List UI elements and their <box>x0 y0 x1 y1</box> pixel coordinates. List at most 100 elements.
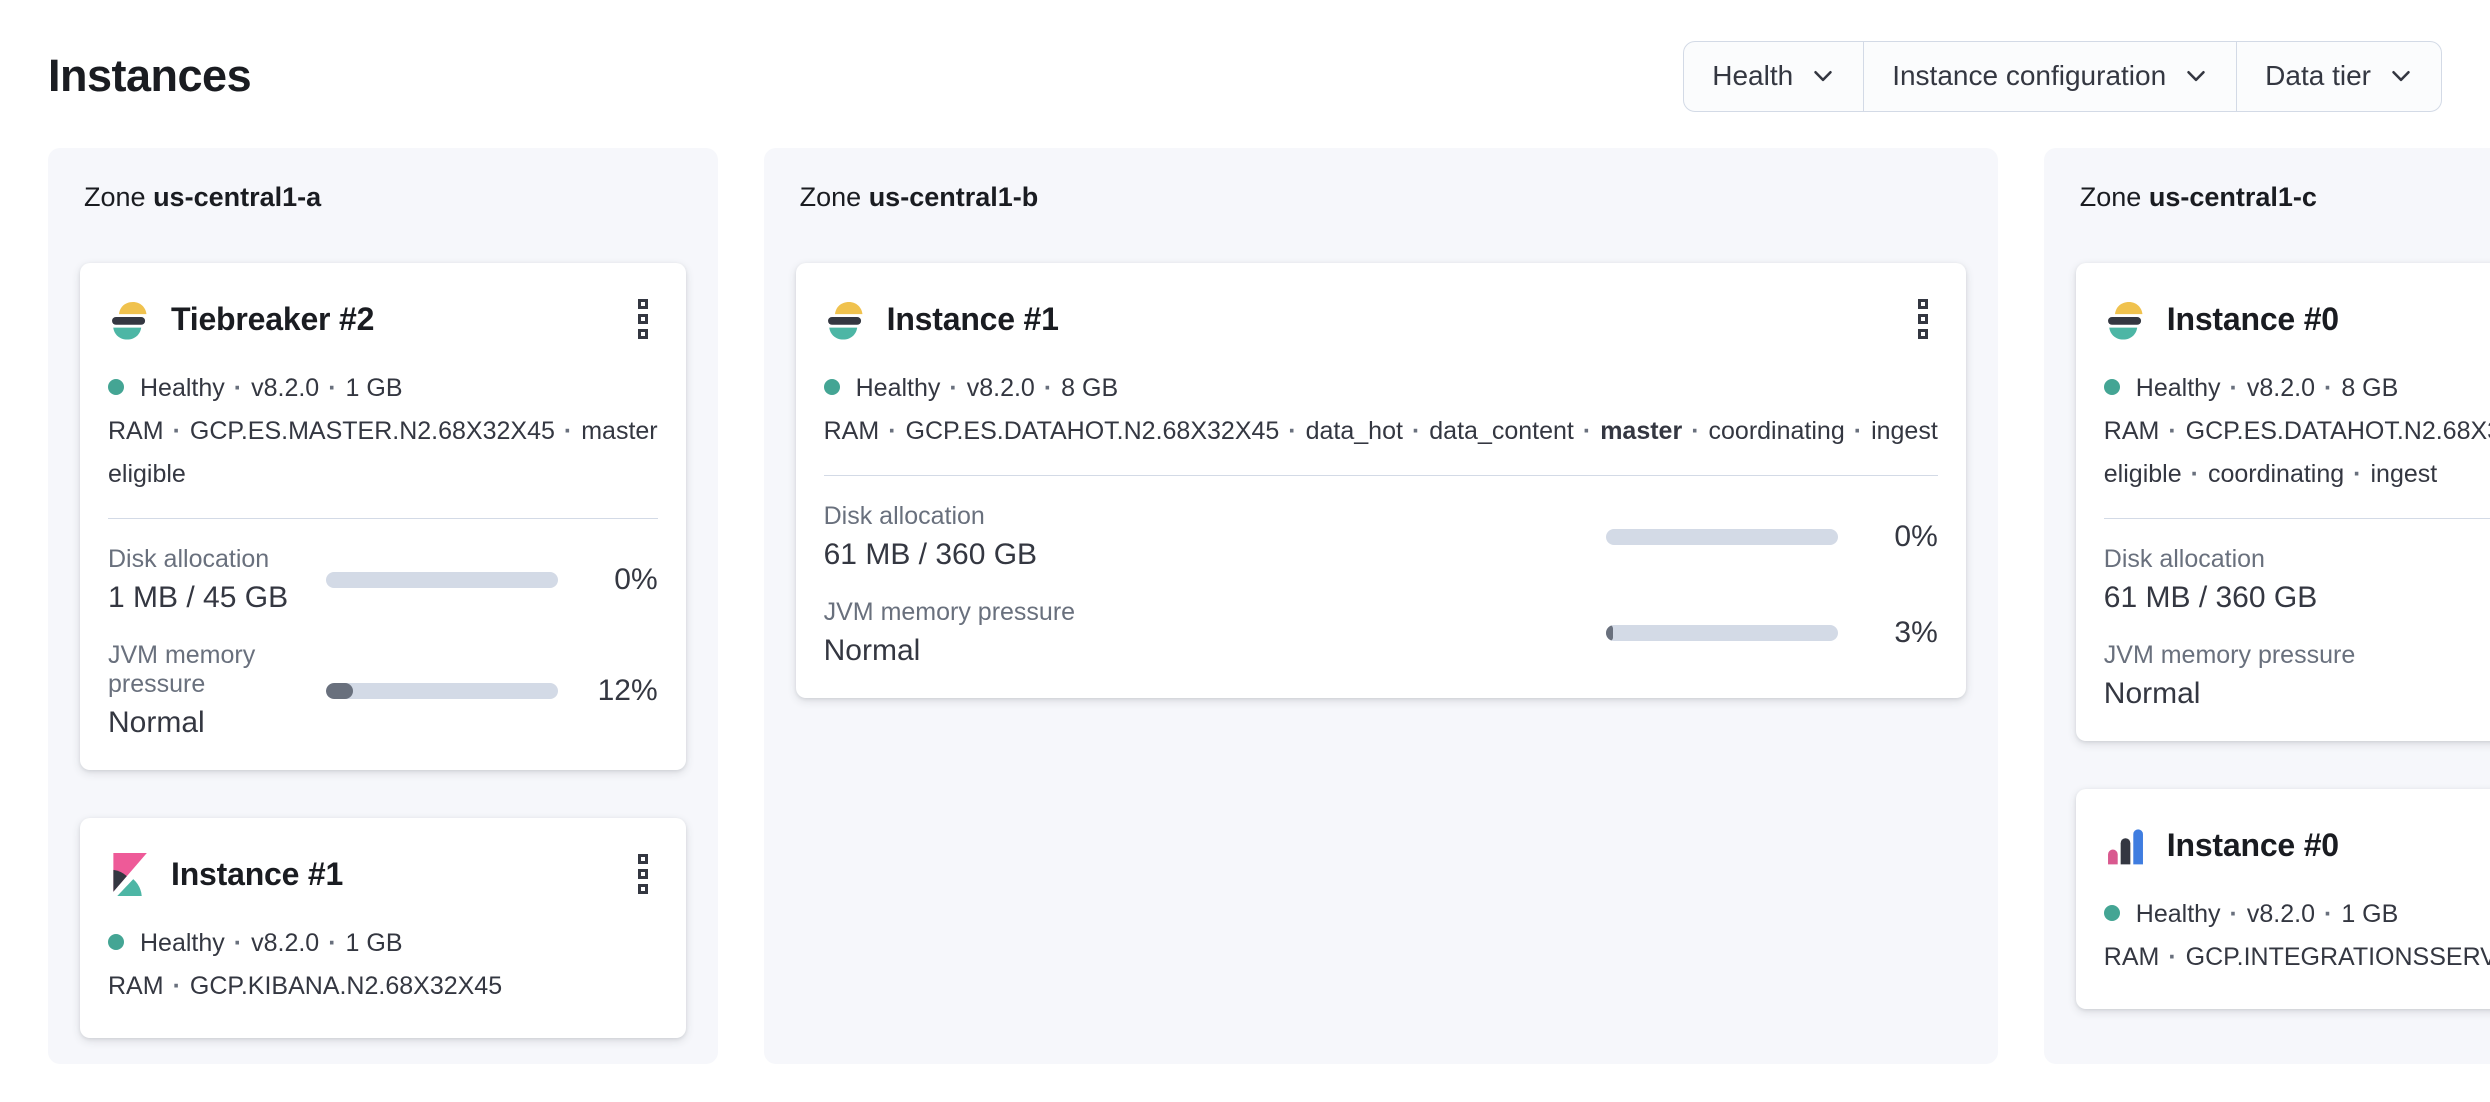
status-segment: ingest <box>2370 460 2438 488</box>
dot-separator-icon: · <box>2190 460 2199 488</box>
status-segment: v8.2.0 <box>966 374 1035 402</box>
zone-word: Zone <box>84 182 146 212</box>
dot-separator-icon: · <box>172 417 181 445</box>
status-segment: v8.2.0 <box>251 929 320 957</box>
filter-data-tier-button[interactable]: Data tier <box>2236 41 2441 111</box>
instance-card-kibana-1: Instance #1 Healthy · v8.2.0 · 1 GB RAM · GCP.… <box>80 818 686 1038</box>
progress-bar <box>1605 625 1838 641</box>
filter-health-button[interactable]: Health <box>1684 42 1863 111</box>
filter-label: Health <box>1712 60 1794 91</box>
status-segment: 1 GB RAM <box>108 929 403 1000</box>
chevron-down-icon <box>2389 64 2413 88</box>
jvm-memory-pressure-metric: JVM memory pressure Normal 3% <box>824 598 1938 668</box>
dot-separator-icon: · <box>233 929 243 957</box>
progress-bar <box>1605 529 1838 545</box>
dot-separator-icon: · <box>1043 374 1053 402</box>
progress-bar-fill <box>1605 625 1613 641</box>
zone-panel-us-central1-a: Zone us-central1-a Tiebreaker #2 Healthy… <box>48 148 718 1064</box>
jvm-memory-pressure-metric: JVM memory pressure Normal 2% <box>2104 641 2490 711</box>
instance-status: Healthy · v8.2.0 · 8 GB RAM · GCP.ES.DATAHOT.N… <box>2103 367 2490 496</box>
metric-label: JVM memory pressure <box>108 641 256 698</box>
instance-title: Instance #1 <box>171 855 344 892</box>
dot-separator-icon: · <box>2323 900 2333 928</box>
status-segment: 8 GB RAM <box>823 374 1119 445</box>
elasticsearch-logo <box>108 298 151 341</box>
progress-bar <box>325 682 558 699</box>
progress-bar-fill <box>325 682 354 699</box>
disk-allocation-metric: Disk allocation 61 MB / 360 GB 0% <box>2104 545 2490 615</box>
status-segment: master eligible <box>2103 460 2182 488</box>
zone-name: us-central1-c <box>2148 182 2317 212</box>
card-divider <box>108 518 658 519</box>
dot-separator-icon: · <box>2229 900 2238 928</box>
card-divider <box>823 475 1938 476</box>
dot-separator-icon: · <box>2168 417 2177 445</box>
status-segment: GCP.INTEGRATIONSSERVER.N2.68X32X45 <box>2185 943 2490 971</box>
instance-title: Instance #0 <box>2166 826 2339 863</box>
instance-status: Healthy · v8.2.0 · 1 GB RAM · GCP.ES.MASTER.N2… <box>108 367 658 496</box>
instance-title: Tiebreaker #2 <box>171 300 375 337</box>
dot-separator-icon: · <box>2229 374 2238 402</box>
integrations-server-logo <box>2104 824 2147 867</box>
status-segment: Healthy <box>2135 374 2221 402</box>
instance-title: Instance #0 <box>2166 300 2339 337</box>
metric-label: Disk allocation <box>108 545 270 573</box>
metric-label: JVM memory pressure <box>2103 641 2356 669</box>
health-dot-icon <box>2103 379 2120 395</box>
kibana-logo <box>108 852 151 896</box>
status-segment: data_content <box>1429 417 1574 445</box>
status-segment: Healthy <box>140 374 225 402</box>
instance-menu-button[interactable] <box>1908 293 1938 345</box>
instance-title: Instance #1 <box>886 300 1059 337</box>
elasticsearch-logo <box>824 298 867 341</box>
chevron-down-icon <box>2184 64 2208 88</box>
dot-separator-icon: · <box>328 929 337 957</box>
status-segment: GCP.ES.DATAHOT.N2.68X32X45 <box>905 417 1280 445</box>
status-segment: Healthy <box>2135 900 2221 928</box>
status-segment: GCP.KIBANA.N2.68X32X45 <box>189 972 503 1000</box>
chevron-down-icon <box>1811 64 1835 88</box>
filter-group: Health Instance configuration Data tier <box>1683 40 2442 112</box>
dot-separator-icon: · <box>328 374 337 402</box>
zone-panel-us-central1-b: Zone us-central1-b Instance #1 Healthy · v… <box>763 148 1998 1064</box>
metric-label: Disk allocation <box>823 502 985 530</box>
page-title: Instances <box>48 50 252 101</box>
health-dot-icon <box>2103 905 2120 921</box>
metric-value: 61 MB / 360 GB <box>2103 581 2318 614</box>
status-segment: 1 GB RAM <box>108 374 403 445</box>
filter-instance-configuration-button[interactable]: Instance configuration <box>1863 41 2236 111</box>
instance-status: Healthy · v8.2.0 · 8 GB RAM · GCP.ES.DATAHOT.N… <box>823 367 1938 453</box>
health-dot-icon <box>108 934 124 950</box>
status-segment: v8.2.0 <box>2246 900 2315 928</box>
dot-separator-icon: · <box>233 374 243 402</box>
filter-label: Instance configuration <box>1892 60 2167 91</box>
dot-separator-icon: · <box>949 374 958 402</box>
zone-word: Zone <box>799 182 862 212</box>
status-segment: v8.2.0 <box>2246 374 2315 402</box>
progress-bar <box>325 572 558 588</box>
dot-separator-icon: · <box>2323 374 2333 402</box>
dot-separator-icon: · <box>2168 943 2177 971</box>
metrics: Disk allocation 61 MB / 360 GB 0% JVM me… <box>824 502 1938 668</box>
zone-name: us-central1-a <box>153 182 322 212</box>
metric-percent: 0% <box>1894 520 1938 553</box>
dot-separator-icon: · <box>888 417 897 445</box>
metric-value: Normal <box>823 634 921 667</box>
health-dot-icon <box>823 379 840 395</box>
metric-percent: 3% <box>1894 616 1938 649</box>
page-header: Instances Health Instance configuration … <box>48 38 2442 114</box>
disk-allocation-metric: Disk allocation 1 MB / 45 GB 0% <box>108 545 658 615</box>
dot-separator-icon: · <box>1853 417 1863 445</box>
status-segment: Healthy <box>140 929 225 957</box>
dot-separator-icon: · <box>1691 417 1700 445</box>
zone-label: Zone us-central1-a <box>84 182 686 213</box>
status-segment: Healthy <box>855 374 941 402</box>
instance-menu-button[interactable] <box>628 848 658 900</box>
zone-name: us-central1-b <box>868 182 1039 212</box>
instance-card-es-0: Instance #0 Healthy · v8.2.0 · 8 GB RAM · GCP.… <box>2075 263 2490 741</box>
instance-menu-button[interactable] <box>628 293 658 345</box>
zone-word: Zone <box>2079 182 2142 212</box>
metric-value: Normal <box>2103 677 2201 710</box>
metric-value: 61 MB / 360 GB <box>823 538 1038 571</box>
card-divider <box>2103 518 2490 519</box>
